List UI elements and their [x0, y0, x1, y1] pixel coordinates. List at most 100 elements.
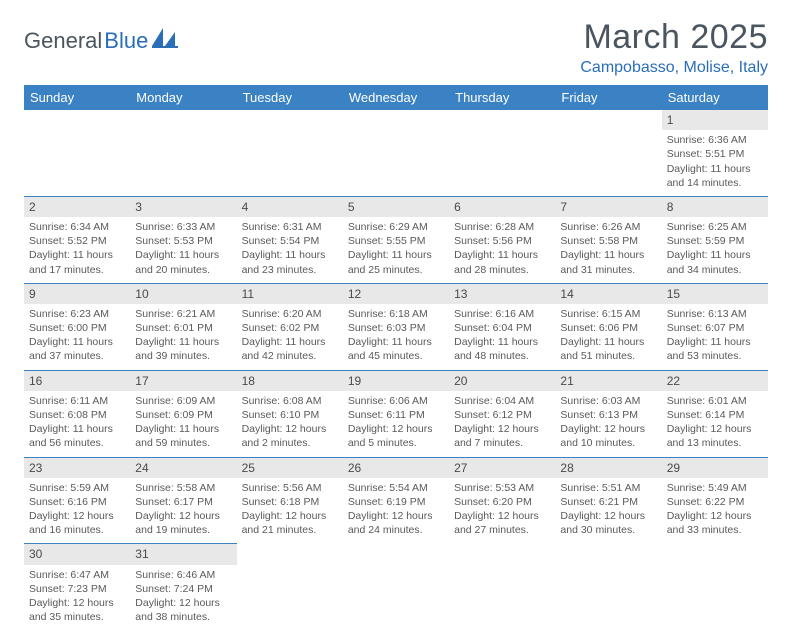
sunrise-text: Sunrise: 6:21 AM [135, 307, 231, 321]
sunrise-text: Sunrise: 6:15 AM [560, 307, 656, 321]
brand-logo: GeneralBlue [24, 18, 178, 54]
weekday-header: Saturday [662, 85, 768, 110]
calendar-head: SundayMondayTuesdayWednesdayThursdayFrid… [24, 85, 768, 110]
calendar-cell: 30Sunrise: 6:47 AMSunset: 7:23 PMDayligh… [24, 544, 130, 630]
calendar-cell: 29Sunrise: 5:49 AMSunset: 6:22 PMDayligh… [662, 457, 768, 544]
title-block: March 2025 Campobasso, Molise, Italy [580, 18, 768, 77]
sunset-text: Sunset: 6:11 PM [348, 408, 444, 422]
sunset-text: Sunset: 5:58 PM [560, 234, 656, 248]
sunset-text: Sunset: 6:01 PM [135, 321, 231, 335]
sunrise-text: Sunrise: 5:54 AM [348, 481, 444, 495]
day-number: 6 [449, 197, 555, 217]
day-number: 25 [237, 458, 343, 478]
sunset-text: Sunset: 6:22 PM [667, 495, 763, 509]
sunset-text: Sunset: 6:16 PM [29, 495, 125, 509]
weekday-header: Sunday [24, 85, 130, 110]
sunset-text: Sunset: 5:53 PM [135, 234, 231, 248]
calendar-row: 9Sunrise: 6:23 AMSunset: 6:00 PMDaylight… [24, 283, 768, 370]
sunset-text: Sunset: 6:07 PM [667, 321, 763, 335]
sunrise-text: Sunrise: 6:46 AM [135, 568, 231, 582]
sunrise-text: Sunrise: 5:59 AM [29, 481, 125, 495]
sunrise-text: Sunrise: 6:01 AM [667, 394, 763, 408]
daylight-text: Daylight: 11 hours and 14 minutes. [667, 162, 763, 190]
day-number: 1 [662, 110, 768, 130]
sunset-text: Sunset: 6:08 PM [29, 408, 125, 422]
daylight-text: Daylight: 12 hours and 10 minutes. [560, 422, 656, 450]
sunset-text: Sunset: 6:10 PM [242, 408, 338, 422]
daylight-text: Daylight: 11 hours and 34 minutes. [667, 248, 763, 276]
sunset-text: Sunset: 5:54 PM [242, 234, 338, 248]
day-number: 24 [130, 458, 236, 478]
daylight-text: Daylight: 12 hours and 24 minutes. [348, 509, 444, 537]
day-number: 12 [343, 284, 449, 304]
day-number: 23 [24, 458, 130, 478]
daylight-text: Daylight: 11 hours and 42 minutes. [242, 335, 338, 363]
calendar-cell: 23Sunrise: 5:59 AMSunset: 6:16 PMDayligh… [24, 457, 130, 544]
day-number: 5 [343, 197, 449, 217]
sunrise-text: Sunrise: 6:29 AM [348, 220, 444, 234]
calendar-cell [343, 544, 449, 630]
day-number: 14 [555, 284, 661, 304]
daylight-text: Daylight: 11 hours and 51 minutes. [560, 335, 656, 363]
sunset-text: Sunset: 7:24 PM [135, 582, 231, 596]
weekday-header: Tuesday [237, 85, 343, 110]
day-number: 31 [130, 544, 236, 564]
daylight-text: Daylight: 12 hours and 27 minutes. [454, 509, 550, 537]
sunset-text: Sunset: 5:52 PM [29, 234, 125, 248]
day-number: 22 [662, 371, 768, 391]
calendar-body: 1Sunrise: 6:36 AMSunset: 5:51 PMDaylight… [24, 110, 768, 630]
calendar-cell: 17Sunrise: 6:09 AMSunset: 6:09 PMDayligh… [130, 370, 236, 457]
sunrise-text: Sunrise: 6:33 AM [135, 220, 231, 234]
sunrise-text: Sunrise: 6:34 AM [29, 220, 125, 234]
daylight-text: Daylight: 11 hours and 53 minutes. [667, 335, 763, 363]
calendar-cell: 5Sunrise: 6:29 AMSunset: 5:55 PMDaylight… [343, 196, 449, 283]
sunrise-text: Sunrise: 6:28 AM [454, 220, 550, 234]
sunrise-text: Sunrise: 6:16 AM [454, 307, 550, 321]
daylight-text: Daylight: 12 hours and 30 minutes. [560, 509, 656, 537]
sunrise-text: Sunrise: 6:09 AM [135, 394, 231, 408]
sunrise-text: Sunrise: 6:03 AM [560, 394, 656, 408]
calendar-cell: 31 Sunrise: 6:46 AMSunset: 7:24 PMDayligh… [130, 544, 236, 630]
daylight-text: Daylight: 12 hours and 5 minutes. [348, 422, 444, 450]
day-number: 16 [24, 371, 130, 391]
sunset-text: Sunset: 6:20 PM [454, 495, 550, 509]
daylight-text: Daylight: 11 hours and 39 minutes. [135, 335, 231, 363]
day-number: 21 [555, 371, 661, 391]
calendar-row: 1Sunrise: 6:36 AMSunset: 5:51 PMDaylight… [24, 110, 768, 196]
sunrise-text: Sunrise: 6:36 AM [667, 133, 763, 147]
calendar-cell: 10Sunrise: 6:21 AMSunset: 6:01 PMDayligh… [130, 283, 236, 370]
calendar-cell: 12Sunrise: 6:18 AMSunset: 6:03 PMDayligh… [343, 283, 449, 370]
calendar-cell: 21Sunrise: 6:03 AMSunset: 6:13 PMDayligh… [555, 370, 661, 457]
sunset-text: Sunset: 5:59 PM [667, 234, 763, 248]
sunset-text: Sunset: 6:19 PM [348, 495, 444, 509]
sunset-text: Sunset: 6:09 PM [135, 408, 231, 422]
calendar-row: 30Sunrise: 6:47 AMSunset: 7:23 PMDayligh… [24, 544, 768, 630]
sunrise-text: Sunrise: 6:04 AM [454, 394, 550, 408]
day-number: 27 [449, 458, 555, 478]
calendar-cell: 16Sunrise: 6:11 AMSunset: 6:08 PMDayligh… [24, 370, 130, 457]
calendar-cell [237, 544, 343, 630]
daylight-text: Daylight: 12 hours and 7 minutes. [454, 422, 550, 450]
month-title: March 2025 [580, 18, 768, 57]
day-number: 13 [449, 284, 555, 304]
sunset-text: Sunset: 6:02 PM [242, 321, 338, 335]
sunrise-text: Sunrise: 5:49 AM [667, 481, 763, 495]
calendar-cell: 11Sunrise: 6:20 AMSunset: 6:02 PMDayligh… [237, 283, 343, 370]
calendar-cell: 28Sunrise: 5:51 AMSunset: 6:21 PMDayligh… [555, 457, 661, 544]
daylight-text: Daylight: 12 hours and 38 minutes. [135, 596, 231, 624]
calendar-cell: 14 Sunrise: 6:15 AMSunset: 6:06 PMDayligh… [555, 283, 661, 370]
daylight-text: Daylight: 11 hours and 56 minutes. [29, 422, 125, 450]
calendar-cell: 2Sunrise: 6:34 AMSunset: 5:52 PMDaylight… [24, 196, 130, 283]
sunrise-text: Sunrise: 6:31 AM [242, 220, 338, 234]
day-number: 4 [237, 197, 343, 217]
weekday-header: Friday [555, 85, 661, 110]
sunset-text: Sunset: 6:17 PM [135, 495, 231, 509]
calendar-cell: 27Sunrise: 5:53 AMSunset: 6:20 PMDayligh… [449, 457, 555, 544]
day-number: 29 [662, 458, 768, 478]
sunrise-text: Sunrise: 6:26 AM [560, 220, 656, 234]
day-number: 17 [130, 371, 236, 391]
sunset-text: Sunset: 6:06 PM [560, 321, 656, 335]
sunset-text: Sunset: 6:00 PM [29, 321, 125, 335]
calendar-cell: 13Sunrise: 6:16 AMSunset: 6:04 PMDayligh… [449, 283, 555, 370]
day-number: 7 [555, 197, 661, 217]
